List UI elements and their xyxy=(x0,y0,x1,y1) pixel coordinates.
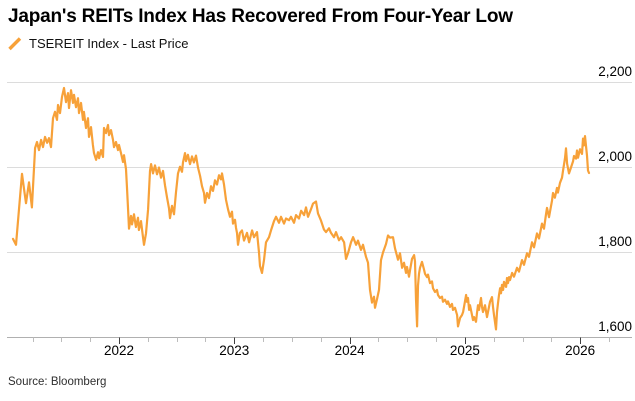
legend: TSEREIT Index - Last Price xyxy=(8,36,188,51)
y-axis-label: 2,200 xyxy=(598,63,632,79)
x-axis-label: 2023 xyxy=(219,343,250,358)
x-axis-label: 2024 xyxy=(334,343,365,358)
x-axis-label: 2022 xyxy=(103,343,135,358)
line-slash-icon xyxy=(8,36,22,50)
legend-label: TSEREIT Index - Last Price xyxy=(29,36,189,51)
y-axis-label: 1,600 xyxy=(598,318,632,334)
x-axis-label: 2026 xyxy=(565,343,596,358)
page-title: Japan's REITs Index Has Recovered From F… xyxy=(8,6,513,27)
source-note: Source: Bloomberg xyxy=(8,376,107,388)
x-axis-label: 2025 xyxy=(449,343,480,358)
y-axis-label: 1,800 xyxy=(598,233,632,249)
price-line xyxy=(11,86,591,331)
y-axis-label: 2,000 xyxy=(598,148,632,164)
